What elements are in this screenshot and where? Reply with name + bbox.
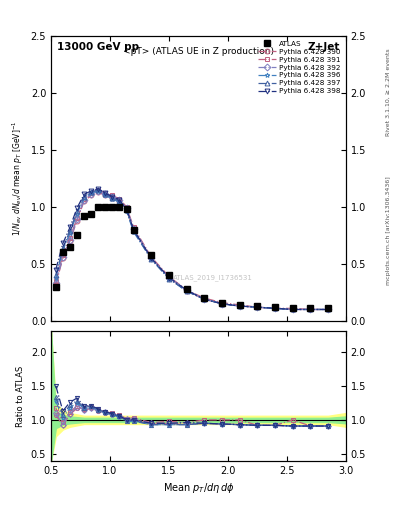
Legend: ATLAS, Pythia 6.428 390, Pythia 6.428 391, Pythia 6.428 392, Pythia 6.428 396, P: ATLAS, Pythia 6.428 390, Pythia 6.428 39… — [256, 39, 342, 96]
Text: Z+Jet: Z+Jet — [308, 41, 340, 52]
Text: 13000 GeV pp: 13000 GeV pp — [57, 41, 139, 52]
Y-axis label: Ratio to ATLAS: Ratio to ATLAS — [16, 366, 25, 426]
Text: ATLAS_2019_I1736531: ATLAS_2019_I1736531 — [173, 275, 253, 282]
Text: Rivet 3.1.10, ≥ 2.2M events: Rivet 3.1.10, ≥ 2.2M events — [386, 48, 391, 136]
Y-axis label: $1/N_{ev}\ dN_{ev}/d\ \mathrm{mean}\ p_T\ [\mathrm{GeV}]^{-1}$: $1/N_{ev}\ dN_{ev}/d\ \mathrm{mean}\ p_T… — [11, 121, 25, 236]
X-axis label: Mean $p_T/d\eta\,d\phi$: Mean $p_T/d\eta\,d\phi$ — [163, 481, 234, 495]
Text: <pT> (ATLAS UE in Z production): <pT> (ATLAS UE in Z production) — [123, 47, 274, 56]
Text: mcplots.cern.ch [arXiv:1306.3436]: mcplots.cern.ch [arXiv:1306.3436] — [386, 176, 391, 285]
